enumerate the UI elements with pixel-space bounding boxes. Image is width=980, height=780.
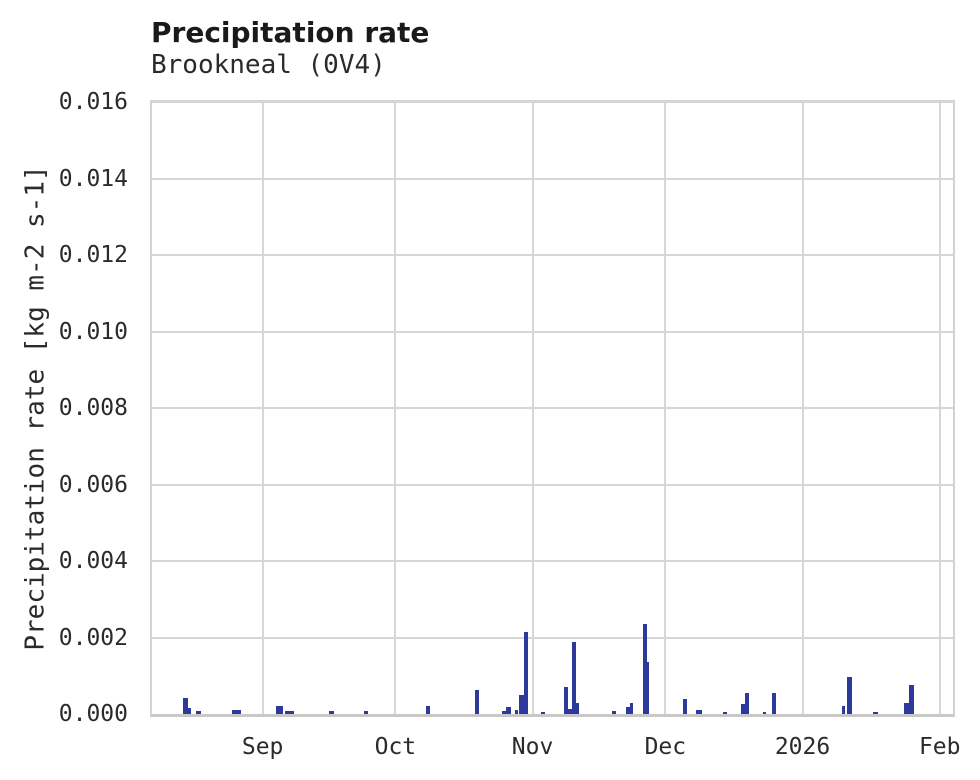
- precipitation-bar: [683, 698, 688, 714]
- precipitation-bar: [329, 710, 335, 714]
- y-tick-label: 0.000: [58, 701, 128, 727]
- precipitation-bar: [364, 710, 369, 714]
- y-tick-label: 0.004: [58, 548, 128, 574]
- precipitation-bar: [187, 708, 192, 714]
- x-tick-label: Feb: [918, 734, 961, 760]
- precipitation-bar: [612, 710, 616, 714]
- x-gridline: [531, 102, 534, 714]
- precipitation-bar: [740, 704, 745, 714]
- y-gridline: [152, 407, 953, 409]
- precipitation-bar: [842, 706, 846, 714]
- chart-subtitle: Brookneal (0V4): [151, 50, 386, 80]
- x-gridline: [394, 102, 397, 714]
- precipitation-bar: [563, 687, 568, 714]
- y-gridline: [152, 560, 953, 562]
- y-tick-label: 0.016: [58, 89, 128, 115]
- precipitation-bar: [523, 632, 528, 714]
- precipitation-bar: [722, 712, 728, 714]
- precipitation-bar: [475, 690, 480, 714]
- x-gridline: [938, 102, 941, 714]
- precipitation-bar: [625, 707, 630, 714]
- precipitation-bar: [572, 702, 580, 714]
- precipitation-bar: [196, 710, 201, 714]
- precipitation-bar: [762, 711, 767, 714]
- precipitation-bar: [231, 710, 242, 714]
- y-tick-label: 0.006: [58, 471, 128, 498]
- precipitation-bar: [506, 707, 512, 714]
- precipitation-bar: [284, 710, 295, 714]
- precipitation-bar: [567, 709, 572, 714]
- y-gridline: [152, 636, 953, 639]
- y-gridline: [152, 483, 953, 486]
- precipitation-bar: [846, 677, 852, 714]
- precipitation-bar: [426, 706, 431, 714]
- precipitation-bar: [904, 702, 909, 714]
- precipitation-bar: [629, 703, 633, 714]
- y-gridline: [152, 101, 953, 103]
- plot-area: [150, 100, 955, 717]
- chart-title: Precipitation rate: [151, 16, 430, 49]
- precipitation-bar: [541, 711, 545, 714]
- y-tick-label: 0.012: [58, 242, 128, 268]
- y-tick-label: 0.014: [58, 165, 128, 192]
- y-gridline: [152, 254, 953, 256]
- x-tick-label: Dec: [644, 734, 687, 760]
- precipitation-bar: [873, 712, 878, 714]
- x-tick-label: Oct: [374, 734, 417, 760]
- x-gridline: [801, 102, 804, 714]
- y-gridline: [152, 177, 953, 180]
- y-tick-label: 0.002: [58, 624, 128, 651]
- precipitation-bar: [275, 705, 283, 714]
- y-tick-label: 0.008: [58, 395, 128, 421]
- precipitation-bar: [696, 710, 703, 714]
- x-tick-label: 2026: [774, 734, 831, 760]
- x-gridline: [664, 102, 667, 714]
- precipitation-bar: [745, 692, 750, 714]
- precipitation-bar: [908, 684, 914, 714]
- x-tick-label: Nov: [511, 734, 554, 760]
- y-gridline: [152, 330, 953, 333]
- precipitation-bar: [182, 697, 189, 714]
- x-tick-label: Sep: [241, 734, 284, 760]
- precipitation-bar: [643, 662, 649, 714]
- precipitation-bar: [514, 710, 518, 714]
- precipitation-bar: [572, 642, 577, 714]
- precipitation-bar: [501, 710, 507, 714]
- y-tick-label: 0.010: [58, 318, 128, 345]
- x-gridline: [261, 102, 264, 714]
- precipitation-bar: [771, 692, 776, 714]
- precipitation-bar: [519, 694, 524, 714]
